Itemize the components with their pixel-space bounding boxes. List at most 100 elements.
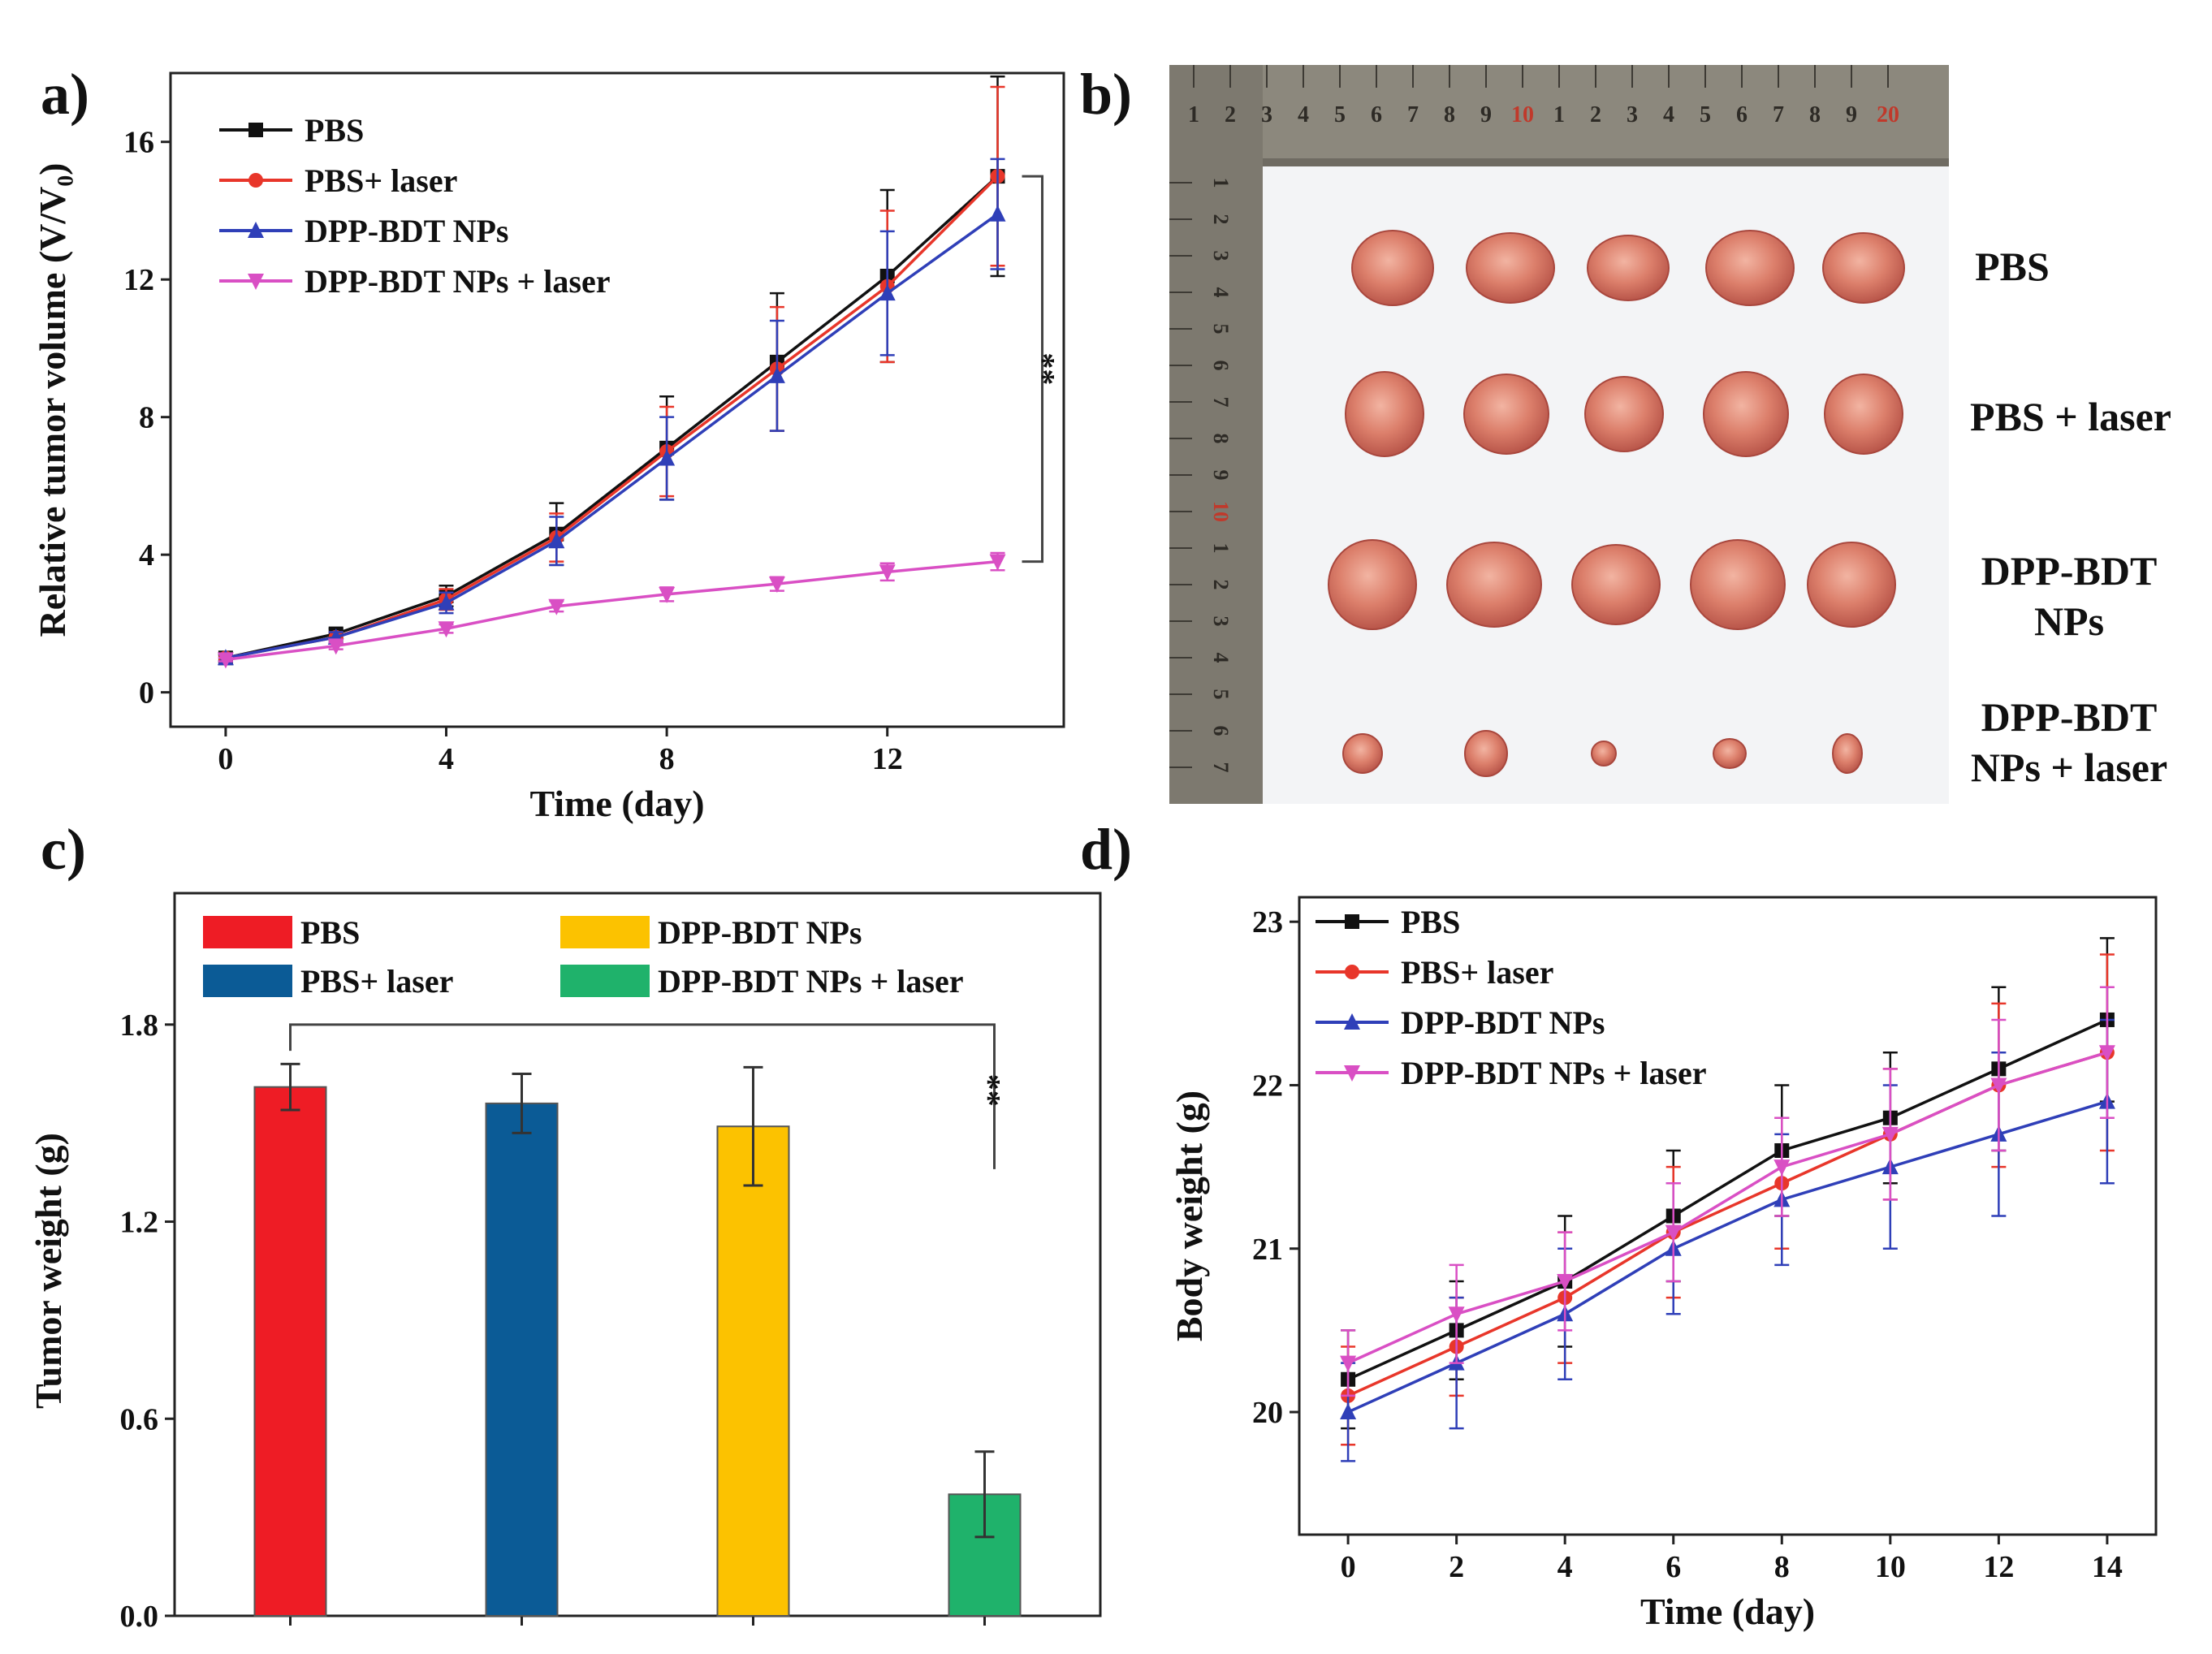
legend-label: DPP-BDT NPs + laser: [1401, 1055, 1706, 1091]
legend-marker: [248, 173, 263, 188]
ruler-number: 6: [1371, 102, 1382, 127]
data-point: [548, 598, 565, 615]
data-point: [879, 284, 896, 301]
ruler-number: 3: [1627, 102, 1638, 127]
x-tick-label: 12: [872, 742, 903, 776]
ruler-number: 1: [1209, 543, 1233, 554]
tumor: [1584, 376, 1664, 452]
ruler-left-ticks: 1 2 3 4 5 6 7 8 9 10 1 2 3 4 5 6 7: [1169, 178, 1233, 773]
x-tick-label: 8: [1774, 1550, 1790, 1584]
data-point: [1340, 1403, 1357, 1420]
ruler-number: 3: [1261, 102, 1272, 127]
tumor: [1328, 539, 1417, 630]
tumor: [1466, 232, 1555, 304]
y-tick-label: 22: [1252, 1069, 1283, 1103]
ruler-top-ticks: 1 2 3 4 5 6 7 8 9 10 1 2 3 4 5 6 7 8 9 20: [1188, 65, 1899, 127]
ruler-number: 1: [1188, 102, 1199, 127]
series-dpp-bdt-nps-laser: [217, 551, 1006, 669]
y-tick-label: 4: [139, 538, 154, 572]
bar-dpp-bdt-nps: [716, 1125, 790, 1617]
data-point: [1340, 1355, 1357, 1372]
ruler-number: 10: [1209, 501, 1233, 522]
x-tick-label: 12: [1983, 1550, 2014, 1584]
legend-marker: [1345, 965, 1359, 979]
chart-c-tumor-weight: 0.0 0.6 1.2 1.8 Tumor weight (g) ** PBS PBS+ la…: [28, 892, 1102, 1634]
ruler-number: 5: [1334, 102, 1346, 127]
tumor: [1832, 733, 1863, 774]
panel-label-b: b): [1080, 62, 1132, 127]
photo-row-label: PBS: [1975, 244, 2050, 289]
tumor: [1463, 374, 1549, 455]
ruler-number: 1: [1553, 102, 1565, 127]
tumor: [1822, 232, 1905, 304]
legend-marker: [248, 123, 263, 137]
series-line: [225, 213, 999, 659]
ruler-number: 2: [1209, 580, 1233, 590]
series-line: [1347, 1018, 2108, 1381]
data-point: [438, 594, 455, 611]
x-tick-label: 2: [1449, 1550, 1464, 1584]
tumor: [1807, 542, 1896, 628]
ruler-number: 5: [1209, 689, 1233, 700]
data-point: [989, 554, 1006, 571]
y-axis-title: Body weight (g): [1169, 1090, 1210, 1341]
legend-swatch: [203, 916, 292, 948]
legend-label: DPP-BDT NPs: [1401, 1004, 1605, 1041]
tumor-photo: 1 2 3 4 5 6 7 8 9 10 1 2 3 4 5 6 7 8 9 20 12345678910123456…: [1169, 65, 1949, 804]
x-tick-label: 4: [439, 742, 454, 776]
data-point: [1773, 1160, 1791, 1177]
data-point: [1990, 1077, 2007, 1095]
y-tick-label: 21: [1252, 1233, 1283, 1267]
ruler-number: 9: [1209, 470, 1233, 481]
series-line: [225, 175, 999, 659]
ruler-number: 10: [1511, 102, 1534, 127]
ruler-number: 7: [1407, 102, 1419, 127]
data-point: [989, 205, 1006, 222]
data-point: [1448, 1306, 1465, 1324]
y-tick-label: 1.8: [120, 1008, 159, 1043]
data-point: [879, 564, 896, 581]
ruler-number: 9: [1846, 102, 1857, 127]
tumor: [1703, 371, 1789, 457]
data-point: [659, 449, 676, 466]
ruler-number: 8: [1809, 102, 1821, 127]
ruler-number: 4: [1209, 287, 1233, 298]
x-axis-title: Time (day): [529, 783, 704, 824]
legend-swatch: [560, 965, 650, 997]
legend: PBS PBS+ laser DPP-BDT NPs DPP-BDT NPs + la…: [219, 112, 610, 300]
ruler-number: 6: [1209, 361, 1233, 371]
ruler-number: 2: [1209, 214, 1233, 225]
legend-label: DPP-BDT NPs + laser: [305, 263, 610, 300]
photo-row-label: PBS + laser: [1970, 394, 2171, 439]
ruler-number: 7: [1773, 102, 1784, 127]
plot-frame: [173, 892, 1102, 1617]
ruler-number: 20: [1877, 102, 1899, 127]
x-tick-label: 0: [1341, 1550, 1356, 1584]
tumor: [1713, 738, 1747, 769]
data-point: [768, 366, 785, 383]
legend: PBS PBS+ laser DPP-BDT NPs DPP-BDT NPs + la…: [1316, 904, 1706, 1091]
data-point: [327, 638, 344, 655]
ruler-left: [1169, 65, 1263, 804]
tumor-samples: [1328, 230, 1905, 777]
x-tick-label: 0: [218, 742, 233, 776]
legend-marker: [248, 222, 264, 238]
y-axis-title: Relative tumor volume (V/V₀): [32, 163, 73, 637]
legend-label: PBS: [1401, 904, 1460, 940]
legend-label: PBS: [300, 914, 360, 951]
series-line: [1347, 1051, 2108, 1365]
legend-label: DPP-BDT NPs: [658, 914, 862, 951]
photo-row-label: DPP-BDT: [1981, 548, 2158, 594]
y-tick-label: 1.2: [120, 1206, 159, 1240]
tumor: [1824, 374, 1903, 455]
data-point: [2098, 1045, 2115, 1062]
panel-label-c: c): [41, 817, 86, 882]
data-point: [548, 532, 565, 549]
data-point: [659, 586, 676, 603]
ruler-number: 7: [1209, 397, 1233, 408]
ruler-number: 3: [1209, 616, 1233, 627]
ruler-number: 2: [1590, 102, 1601, 127]
legend-swatch: [560, 916, 650, 948]
photo-row-label: NPs: [2034, 598, 2104, 644]
